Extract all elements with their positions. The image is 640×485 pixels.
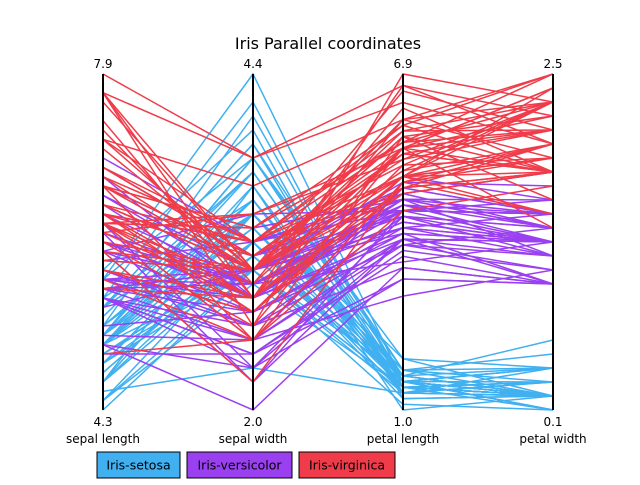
series-line: [102, 143, 554, 271]
series-line: [102, 157, 554, 313]
series-line: [102, 84, 554, 300]
legend-label: Iris-virginica: [309, 458, 385, 473]
axis-name-label: sepal width: [219, 432, 288, 446]
series-line: [102, 221, 554, 285]
axis-petal-length: 6.9 1.0 petal length: [367, 57, 439, 446]
legend-label: Iris-setosa: [106, 458, 170, 473]
series-line: [102, 152, 554, 257]
series-line: [102, 73, 554, 229]
axis-name-label: petal width: [519, 432, 586, 446]
series-line: [102, 156, 554, 397]
axis-max-tick-label: 4.4: [243, 57, 262, 71]
series-line: [102, 135, 554, 271]
axis-name-label: petal length: [367, 432, 439, 446]
series-line: [102, 278, 554, 369]
legend-swatch: [186, 451, 293, 479]
series-line: [102, 367, 554, 394]
series-line: [102, 215, 554, 327]
series-line: [102, 171, 554, 271]
axis-min-tick-label: 0.1: [543, 415, 562, 429]
axis-min-tick-label: 1.0: [393, 415, 412, 429]
series-line: [102, 232, 554, 299]
series-line: [102, 73, 554, 229]
series-line: [102, 73, 554, 159]
series-line: [102, 92, 554, 272]
legend-item: Iris-setosa: [96, 451, 181, 479]
series-line: [102, 266, 554, 327]
series-line: [102, 171, 554, 271]
series-line: [102, 238, 554, 341]
axis-sepal-length: 7.9 4.3 sepal length: [66, 57, 140, 446]
series-line: [102, 226, 554, 281]
legend-swatch: [96, 451, 181, 479]
series-iris-virginica: [102, 73, 554, 384]
series-line: [102, 84, 554, 159]
legend-item: Iris-virginica: [298, 451, 396, 479]
legend-item: Iris-versicolor: [186, 451, 293, 479]
chart-title: Iris Parallel coordinates: [235, 34, 421, 53]
series-line: [102, 101, 554, 234]
axis-min-tick-label: 2.0: [243, 415, 262, 429]
series-line: [102, 101, 554, 257]
legend-swatch: [298, 451, 396, 479]
series-line: [102, 170, 554, 397]
axis-max-tick-label: 7.9: [93, 57, 112, 71]
series-line: [102, 255, 554, 355]
axis-max-tick-label: 2.5: [543, 57, 562, 71]
series-line: [102, 147, 554, 327]
series-lines: [102, 72, 554, 411]
series-line: [102, 124, 554, 243]
series-line: [102, 268, 554, 411]
axes: 7.9 4.3 sepal length 4.4 2.0 sepal width 6.9 1.…: [66, 57, 587, 446]
series-line: [102, 269, 554, 341]
series-line: [102, 157, 554, 313]
series-line: [102, 198, 554, 377]
axis-sepal-width: 4.4 2.0 sepal width: [219, 57, 288, 446]
legend-label: Iris-versicolor: [198, 458, 283, 473]
series-line: [102, 73, 554, 187]
series-line: [102, 157, 554, 342]
series-line: [102, 87, 554, 257]
axis-petal-width: 2.5 0.1 petal width: [519, 57, 586, 446]
series-line: [102, 143, 554, 299]
series-line: [102, 181, 554, 384]
legend: Iris-setosa Iris-versicolor Iris-virginica: [96, 451, 396, 479]
axis-max-tick-label: 6.9: [393, 57, 412, 71]
axis-name-label: sepal length: [66, 432, 140, 446]
series-line: [102, 215, 554, 370]
axis-min-tick-label: 4.3: [93, 415, 112, 429]
